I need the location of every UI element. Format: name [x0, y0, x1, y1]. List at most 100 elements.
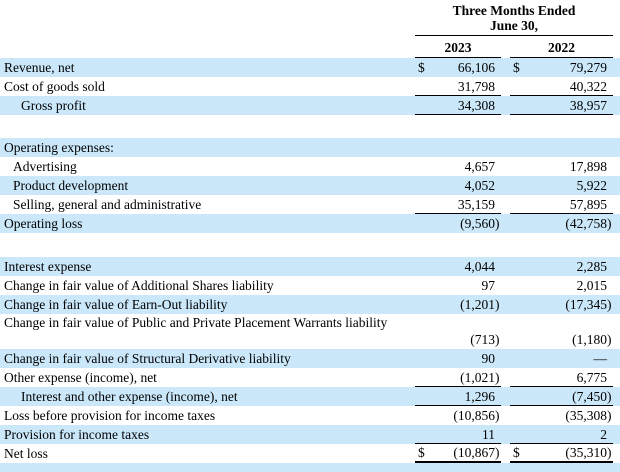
- column-gap: [501, 276, 510, 295]
- value-group-2022: (17,345 ): [510, 295, 613, 314]
- row-label: Interest and other expense (income), net: [21, 389, 238, 404]
- value-2022: (42,758: [565, 216, 607, 231]
- value-group-2023: 90: [415, 349, 501, 368]
- value-2023: 4,044: [464, 259, 495, 274]
- table-row: Change in fair value of Structural Deriv…: [0, 349, 620, 368]
- value-2023-paren: ): [495, 216, 500, 231]
- column-gap: [501, 406, 510, 425]
- column-gap: [501, 58, 510, 77]
- row-label: Advertising: [13, 159, 77, 174]
- row-label: Other expense (income), net: [4, 370, 157, 385]
- value-2022: 6,775: [576, 369, 607, 385]
- row-label: Selling, general and administrative: [13, 197, 202, 212]
- row-label: Cost of goods sold: [4, 79, 105, 94]
- column-gap: [501, 195, 510, 214]
- table-row: Interest expense 4,044 2,285: [0, 257, 620, 276]
- row-label: Change in fair value of Additional Share…: [4, 278, 274, 293]
- column-gap: [501, 96, 510, 115]
- value-2023: (1,201: [460, 297, 495, 312]
- row-right-edge: [613, 257, 620, 276]
- value-2022-paren: ): [607, 388, 612, 404]
- value-2022: 5,922: [576, 178, 607, 193]
- row-label: Net loss: [4, 446, 48, 461]
- value-2023: 31,798: [457, 78, 495, 94]
- table-row: Revenue, net $ 66,106 $ 79,279: [0, 58, 620, 77]
- value-group-2022: —: [510, 349, 613, 368]
- value-2022: (17,345: [565, 297, 607, 312]
- value-group-2023: (1,021 ): [415, 368, 501, 387]
- table-row: Provision for income taxes 11 2: [0, 425, 620, 444]
- value-group-2023: 97: [415, 276, 501, 295]
- row-right-edge: [613, 195, 620, 214]
- column-gap: [501, 295, 510, 314]
- row-right-edge: [613, 406, 620, 425]
- row-label: Interest expense: [4, 259, 92, 274]
- column-gap: [501, 349, 510, 368]
- table-row: Change in fair value of Public and Priva…: [0, 314, 620, 349]
- year-columns-row: 2023 2022: [0, 36, 620, 58]
- spacer-row: [0, 233, 620, 257]
- value-2022-paren: ): [607, 332, 612, 347]
- value-2022-paren: ): [607, 445, 612, 460]
- row-right-edge: [613, 77, 620, 96]
- table-row: Change in fair value of Earn-Out liabili…: [0, 295, 620, 314]
- value-group-2022: $ (35,310 ): [510, 444, 613, 463]
- row-label: Operating expenses:: [4, 140, 114, 155]
- value-group-2023: (713 ): [415, 314, 501, 349]
- value-2023: (10,856: [453, 408, 495, 423]
- value-2022: 17,898: [569, 159, 607, 174]
- row-right-edge: [613, 368, 620, 387]
- row-label: Gross profit: [21, 98, 86, 113]
- value-2022: 2,015: [576, 278, 607, 293]
- value-2023: 4,657: [464, 159, 495, 174]
- table-body: Revenue, net $ 66,106 $ 79,279 Cost of g…: [0, 58, 620, 463]
- column-header-2022: 2022: [510, 39, 613, 58]
- value-group-2022: 38,957: [510, 96, 613, 115]
- value-group-2022: 5,922: [510, 176, 613, 195]
- table-row: Other expense (income), net (1,021 ) 6,7…: [0, 368, 620, 387]
- table-row: Gross profit 34,308 38,957: [0, 96, 620, 115]
- table-row: Operating loss (9,560 ) (42,758 ): [0, 214, 620, 233]
- row-label: Provision for income taxes: [4, 427, 150, 442]
- value-group-2022: $ 79,279: [510, 58, 613, 77]
- row-right-edge: [613, 276, 620, 295]
- value-group-2023: (10,856 ): [415, 406, 501, 425]
- dollar-sign-2023: $: [418, 60, 425, 75]
- value-group-2022: 57,895: [510, 195, 613, 214]
- table-row: Cost of goods sold 31,798 40,322: [0, 77, 620, 96]
- value-group-2023: 34,308: [415, 96, 501, 115]
- value-2023-paren: ): [495, 408, 500, 423]
- table-row: Loss before provision for income taxes (…: [0, 406, 620, 425]
- value-group-2022: 40,322: [510, 77, 613, 96]
- value-2023-paren: ): [495, 332, 500, 347]
- value-group-2022: 17,898: [510, 157, 613, 176]
- row-label: Change in fair value of Structural Deriv…: [4, 351, 291, 366]
- table-row: Operating expenses:: [0, 138, 620, 157]
- value-group-2023: 4,044: [415, 257, 501, 276]
- period-header: Three Months Ended June 30,: [415, 0, 613, 36]
- table-row: Product development 4,052 5,922: [0, 176, 620, 195]
- column-gap: [501, 425, 510, 444]
- value-group-2022: 2,015: [510, 276, 613, 295]
- value-2023: 4,052: [464, 178, 495, 193]
- value-2023-paren: ): [495, 369, 500, 385]
- column-gap: [501, 176, 510, 195]
- value-group-2022: 2,285: [510, 257, 613, 276]
- row-label: Operating loss: [4, 216, 83, 231]
- table-row: Net loss $ (10,867 ) $ (35,310 ): [0, 444, 620, 463]
- value-2022: 40,322: [569, 78, 607, 94]
- period-header-row: Three Months Ended June 30,: [0, 0, 620, 36]
- header-spacer: [0, 0, 415, 36]
- value-2023: 97: [481, 278, 496, 293]
- value-2022: 57,895: [569, 196, 607, 212]
- value-group-2023: 4,052: [415, 176, 501, 195]
- value-group-2022: (7,450 ): [510, 387, 613, 406]
- value-group-2022: (35,308 ): [510, 406, 613, 425]
- spacer-row: [0, 115, 620, 138]
- row-label: Revenue, net: [4, 60, 75, 75]
- dollar-sign-2022: $: [513, 60, 520, 75]
- value-2022-paren: ): [607, 216, 612, 231]
- value-group-2023: (9,560 ): [415, 214, 501, 233]
- value-group-2023: (1,201 ): [415, 295, 501, 314]
- table-row: Selling, general and administrative 35,1…: [0, 195, 620, 214]
